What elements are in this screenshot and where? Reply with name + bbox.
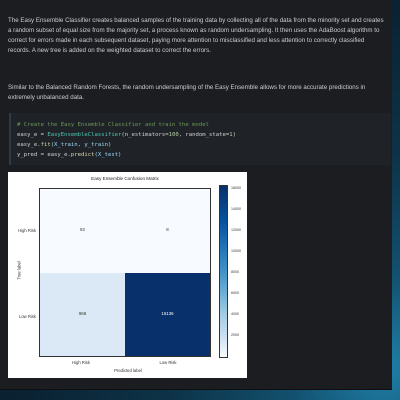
cell-value-low-low: 16136 — [161, 310, 174, 316]
cell-value-high-high: 92 — [80, 227, 85, 233]
code-line-2: easy_e = EasyEnsembleClassifier(n_estima… — [17, 132, 236, 138]
cell-value-low-high: 968 — [78, 310, 87, 316]
code-line-4: y_pred = easy_e.predict(X_test) — [17, 152, 122, 158]
cell-high-low: 8 — [125, 189, 210, 273]
colorbar-tick: 14000 — [231, 207, 241, 211]
colorbar-tick: 6000 — [231, 291, 239, 295]
code-cell[interactable]: # Create the Easy Ensemble Classifier an… — [9, 113, 391, 165]
cell-low-high: 968 — [40, 272, 125, 356]
code-line-3: easy_e.fit(X_train, y_train) — [17, 142, 112, 148]
x-axis-label: Predicted label — [114, 368, 142, 373]
colorbar-tick: 8000 — [231, 270, 239, 274]
confusion-matrix-grid: 92 8 968 16136 — [39, 188, 211, 357]
x-tick-high-risk: High Risk — [72, 360, 90, 365]
y-axis-label: True label — [16, 261, 22, 280]
cell-value-high-low: 8 — [166, 227, 169, 233]
colorbar-tick: 12000 — [231, 228, 241, 232]
colorbar-tick: 4000 — [231, 312, 239, 316]
colorbar-tick: 2000 — [231, 333, 239, 337]
description-paragraph-1: The Easy Ensemble Classifier creates bal… — [8, 17, 384, 54]
colorbar-tick: 16000 — [231, 186, 241, 190]
chart-title: Easy Ensemble Confusion Matrix — [91, 176, 159, 181]
y-tick-low-risk: Low Risk — [19, 314, 36, 319]
x-tick-low-risk: Low Risk — [159, 360, 177, 365]
confusion-matrix-chart: Easy Ensemble Confusion Matrix 92 8 968 … — [8, 172, 247, 378]
colorbar-tick: 10000 — [231, 249, 241, 253]
description-paragraph-2: Similar to the Balanced Random Forests, … — [8, 84, 366, 101]
code-comment: # Create the Easy Ensemble Classifier an… — [17, 122, 209, 128]
notebook-window: The Easy Ensemble Classifier creates bal… — [0, 0, 392, 390]
cell-high-high: 92 — [40, 189, 125, 273]
cell-low-low: 16136 — [125, 272, 210, 356]
colorbar — [219, 185, 228, 358]
y-tick-high-risk: High Risk — [18, 228, 36, 233]
